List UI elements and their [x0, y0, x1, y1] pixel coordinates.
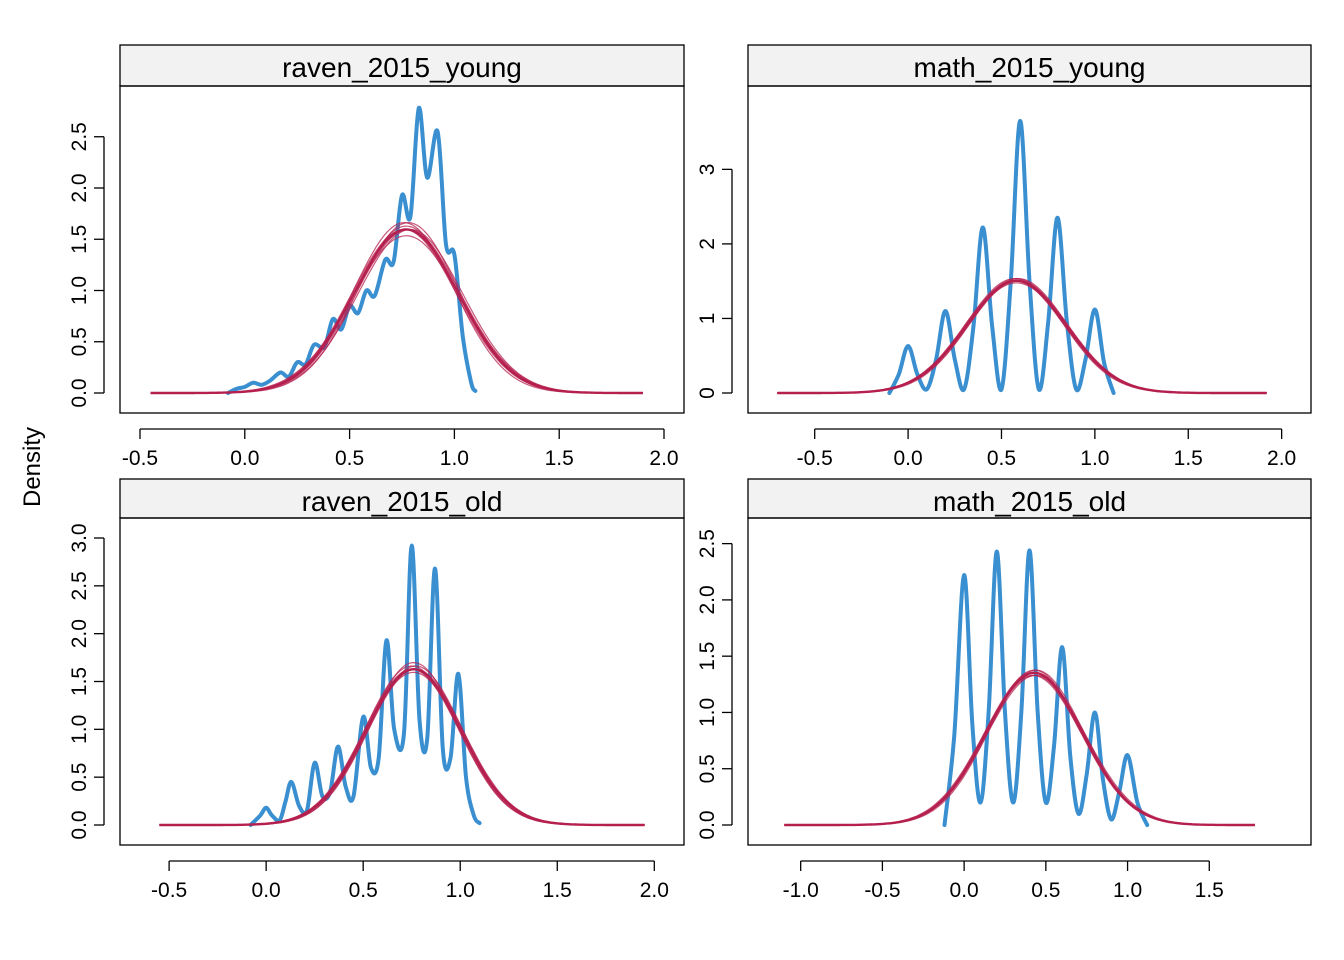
y-axis-label: Density — [19, 427, 46, 507]
x-tick-label: 1.5 — [545, 447, 574, 470]
replicated-density-line — [150, 228, 643, 394]
plot-frame — [119, 517, 685, 846]
y-tick-label: 2.5 — [68, 571, 91, 600]
x-tick-label: 0.5 — [335, 447, 364, 470]
replicated-density-line — [159, 661, 645, 826]
x-tick-label: 1.5 — [1195, 879, 1224, 902]
y-tick-label: 3 — [696, 164, 719, 176]
x-tick-label: 1.0 — [440, 447, 469, 470]
y-tick-label: 1.5 — [68, 225, 91, 254]
x-tick-label: -1.0 — [783, 879, 819, 902]
y-tick-label: 1.0 — [68, 715, 91, 744]
observed-density-line — [248, 543, 482, 827]
replicated-density-line — [777, 278, 1267, 394]
y-tick-label: 0.5 — [68, 763, 91, 792]
replicated-density-line — [777, 277, 1267, 394]
replicated-density-line — [777, 279, 1267, 395]
panel-raven_2015_old: raven_2015_old -0.5 0.0 0.5 1.0 1.5 2.0 0.0 0.5 1… — [68, 478, 685, 902]
observed-density-line — [887, 118, 1116, 395]
panel-math_2015_young: math_2015_young -0.5 0.0 0.5 1.0 1.5 2.0 0 1 2 3 — [696, 44, 1312, 470]
panel-title: math_2015_old — [933, 486, 1126, 517]
x-tick-label: -0.5 — [864, 879, 900, 902]
x-tick-label: 0.0 — [893, 447, 922, 470]
y-tick-label: 2.0 — [68, 619, 91, 648]
plot-frame — [747, 85, 1312, 414]
y-tick-label: 0.5 — [68, 327, 91, 356]
y-tick-label: 3.0 — [68, 523, 91, 552]
panel-strip — [119, 44, 685, 87]
x-tick-label: 0.5 — [349, 879, 378, 902]
y-tick-label: 1.5 — [696, 642, 719, 671]
panel-title: raven_2015_old — [302, 486, 503, 517]
x-tick-label: 0.0 — [950, 879, 979, 902]
observed-density-line — [942, 548, 1150, 827]
y-tick-label: 2.0 — [68, 173, 91, 202]
x-tick-label: 2.0 — [649, 447, 678, 470]
x-tick-label: 0.0 — [230, 447, 259, 470]
y-tick-label: 2.5 — [696, 529, 719, 558]
y-tick-label: 1.5 — [68, 667, 91, 696]
x-tick-label: 1.0 — [1080, 447, 1109, 470]
y-tick-label: 1.0 — [68, 276, 91, 305]
x-tick-label: -0.5 — [797, 447, 833, 470]
y-tick-label: 0.0 — [68, 378, 91, 407]
y-tick-label: 0.0 — [696, 810, 719, 839]
replicated-density-line — [784, 669, 1255, 826]
x-tick-label: 0.5 — [1031, 879, 1060, 902]
plot-frame — [119, 85, 685, 414]
panel-raven_2015_young: raven_2015_young -0.5 0.0 0.5 1.0 1.5 2.0 0.0 0.… — [68, 44, 685, 470]
panel-title: raven_2015_young — [282, 52, 522, 83]
replicated-density-line — [777, 282, 1267, 394]
plot-frame — [747, 517, 1312, 846]
y-tick-label: 2 — [696, 238, 719, 250]
replicated-density-line — [777, 280, 1267, 394]
panel-title: math_2015_young — [914, 52, 1146, 83]
y-tick-label: 0.0 — [68, 810, 91, 839]
panel-strip — [119, 478, 685, 519]
x-tick-label: 2.0 — [1267, 447, 1296, 470]
y-tick-label: 1.0 — [696, 698, 719, 727]
x-tick-label: 2.0 — [640, 879, 669, 902]
y-tick-label: 0.5 — [696, 754, 719, 783]
x-tick-label: -0.5 — [122, 447, 158, 470]
x-tick-label: 1.5 — [543, 879, 572, 902]
observed-density-line — [226, 106, 478, 395]
replicated-density-line — [777, 277, 1267, 394]
y-tick-label: 0 — [696, 387, 719, 399]
x-tick-label: 1.0 — [446, 879, 475, 902]
replicated-density-line — [150, 235, 643, 394]
x-tick-label: 0.0 — [252, 879, 281, 902]
x-tick-label: 1.0 — [1113, 879, 1142, 902]
panel-math_2015_old: math_2015_old -1.0 -0.5 0.0 0.5 1.0 1.5 0.0 0.5 1… — [696, 478, 1312, 902]
x-tick-label: 0.5 — [987, 447, 1016, 470]
y-tick-label: 2.5 — [68, 122, 91, 151]
x-tick-label: -0.5 — [151, 879, 187, 902]
x-tick-label: 1.5 — [1174, 447, 1203, 470]
replicated-density-line — [777, 280, 1267, 394]
y-tick-label: 1 — [696, 313, 719, 325]
y-tick-label: 2.0 — [696, 585, 719, 614]
